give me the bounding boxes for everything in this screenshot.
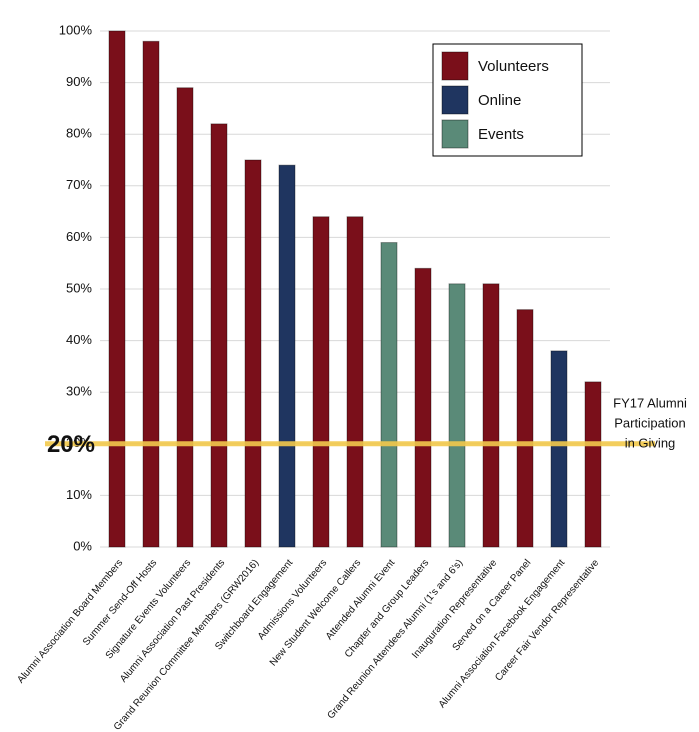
bar — [414, 267, 432, 548]
bar — [142, 40, 160, 548]
annotation: Participation — [614, 415, 686, 430]
bar — [346, 216, 364, 548]
y-tick-label: 100% — [59, 22, 93, 37]
y-tick-label: 90% — [66, 74, 92, 89]
bar — [244, 159, 262, 548]
x-tick-label: Alumni Association Facebook Engagement — [437, 557, 568, 710]
reference-label: 20% — [47, 431, 95, 458]
bar — [210, 123, 228, 548]
legend-swatch — [441, 51, 469, 81]
legend-label: Volunteers — [478, 58, 549, 75]
y-tick-label: 40% — [66, 332, 92, 347]
bar — [448, 283, 466, 548]
bar — [278, 164, 296, 548]
y-tick-label: 30% — [66, 384, 92, 399]
legend-swatch — [441, 85, 469, 115]
bar — [482, 283, 500, 548]
legend-label: Events — [478, 126, 524, 143]
y-tick-label: 50% — [66, 280, 92, 295]
bar — [516, 309, 534, 548]
bar — [584, 381, 602, 548]
bar — [550, 350, 568, 548]
legend-swatch — [441, 119, 469, 149]
annotation: in Giving — [625, 435, 676, 450]
bar — [176, 87, 194, 548]
bar — [108, 30, 126, 548]
y-tick-label: 80% — [66, 126, 92, 141]
y-tick-label: 70% — [66, 177, 92, 192]
bar — [312, 216, 330, 548]
y-tick-label: 60% — [66, 229, 92, 244]
annotation: FY17 Alumni — [613, 395, 687, 410]
y-tick-label: 0% — [73, 538, 92, 553]
bar — [380, 242, 398, 548]
legend-label: Online — [478, 92, 521, 109]
y-tick-label: 10% — [66, 487, 92, 502]
